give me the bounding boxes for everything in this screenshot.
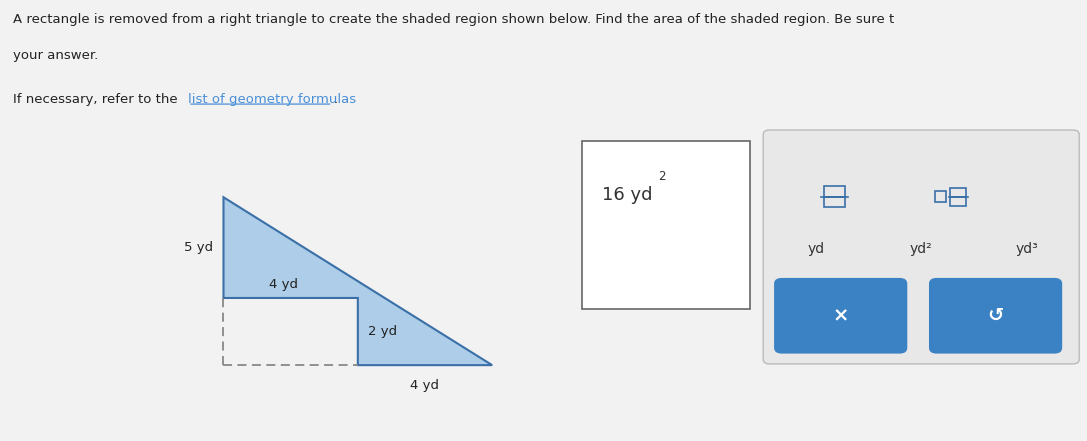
FancyBboxPatch shape [763, 130, 1079, 364]
Text: 2: 2 [659, 170, 665, 183]
Bar [935, 191, 947, 202]
FancyBboxPatch shape [929, 278, 1062, 354]
Text: yd²: yd² [910, 242, 933, 256]
Text: If necessary, refer to the: If necessary, refer to the [13, 93, 182, 105]
Text: yd: yd [808, 242, 824, 256]
Bar [950, 188, 966, 197]
Bar [950, 197, 966, 206]
Text: ↺: ↺ [987, 306, 1003, 325]
Bar [824, 186, 846, 197]
Bar [824, 197, 846, 207]
Text: ×: × [833, 306, 849, 325]
FancyBboxPatch shape [774, 278, 908, 354]
Text: your answer.: your answer. [13, 49, 98, 61]
Text: 5 yd: 5 yd [185, 241, 213, 254]
Text: 2 yd: 2 yd [367, 325, 397, 338]
Polygon shape [224, 197, 492, 365]
Text: .: . [334, 93, 338, 105]
Text: yd³: yd³ [1015, 242, 1038, 256]
Text: 16 yd: 16 yd [602, 186, 652, 204]
Text: list of geometry formulas: list of geometry formulas [188, 93, 357, 105]
Text: A rectangle is removed from a right triangle to create the shaded region shown b: A rectangle is removed from a right tria… [13, 13, 895, 26]
Text: 4 yd: 4 yd [411, 378, 439, 392]
Text: 4 yd: 4 yd [270, 278, 299, 291]
